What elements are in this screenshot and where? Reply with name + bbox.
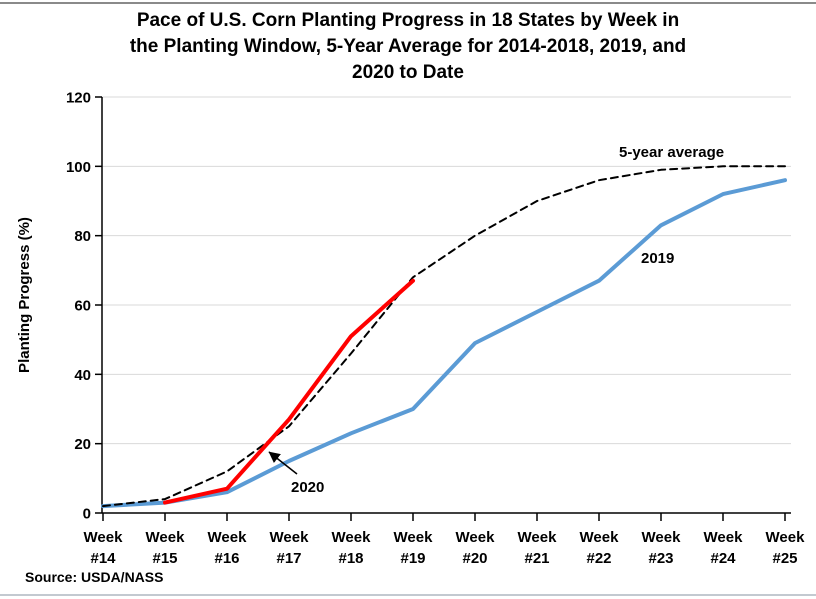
source-note: Source: USDA/NASS <box>25 569 164 585</box>
x-tick-label: Week #20 <box>456 529 496 567</box>
annotation-5-year-average: 5-year average <box>619 144 724 161</box>
x-tick-label: Week #25 <box>766 529 806 567</box>
y-tick-label: 0 <box>83 506 91 523</box>
y-tick-label: 100 <box>66 159 91 176</box>
y-tick-label: 120 <box>66 90 91 107</box>
x-tick-label: Week #21 <box>518 529 558 567</box>
annotation-arrow-2020 <box>268 451 298 475</box>
bottom-border-line <box>0 594 816 596</box>
chart-title: Pace of U.S. Corn Planting Progress in 1… <box>0 8 816 86</box>
x-tick-label: Week #14 <box>84 529 124 567</box>
x-tick-label: Week #15 <box>146 529 186 567</box>
top-border-line <box>0 2 816 4</box>
x-tick-label: Week #24 <box>704 529 744 567</box>
y-tick-label: 40 <box>74 367 91 384</box>
series-line-5-year-average <box>102 165 786 508</box>
x-tick-label: Week #18 <box>332 529 372 567</box>
series-line-2019 <box>101 178 787 509</box>
x-tick-label: Week #19 <box>394 529 434 567</box>
annotation-2019: 2019 <box>641 250 674 267</box>
chart-title-line-3: 2020 to Date <box>352 62 464 83</box>
chart-title-line-2: the Planting Window, 5-Year Average for … <box>129 36 687 57</box>
y-tick-label: 80 <box>74 228 91 245</box>
y-tick-label: 20 <box>74 436 91 453</box>
series-line-2020 <box>163 278 415 505</box>
chart-title-line-1: Pace of U.S. Corn Planting Progress in 1… <box>136 10 680 31</box>
x-tick-label: Week #23 <box>642 529 682 567</box>
x-tick-label: Week #22 <box>580 529 620 567</box>
annotation-2020: 2020 <box>291 479 324 496</box>
y-tick-label: 60 <box>74 298 91 315</box>
x-tick-label: Week #16 <box>208 529 248 567</box>
x-tick-label: Week #17 <box>270 529 310 567</box>
